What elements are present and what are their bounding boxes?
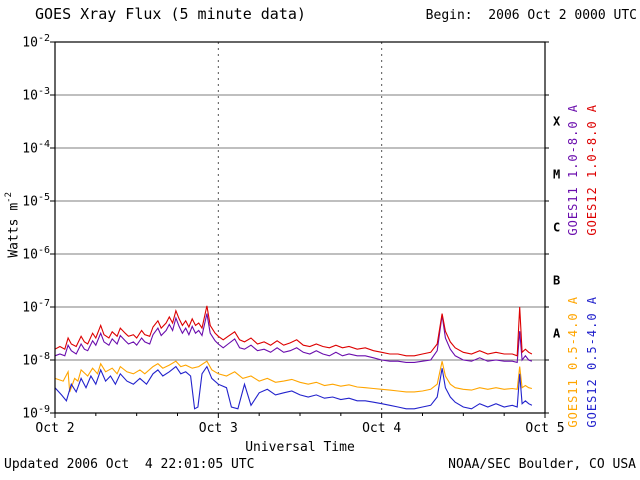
legend-goes12-long-label: GOES12 1.0-8.0 A xyxy=(585,104,599,236)
x-axis-tick-labels: Oct 2 Oct 3 Oct 4 Oct 5 xyxy=(35,421,564,436)
y-tick-label: 10-8 xyxy=(22,351,50,369)
flare-class-c: C xyxy=(553,221,560,235)
flare-class-b: B xyxy=(553,274,560,288)
x-tick-label: Oct 5 xyxy=(525,421,564,436)
y-tick-label: 10-9 xyxy=(22,404,50,422)
series-lines xyxy=(54,305,533,410)
legend-goes12-short-label: GOES12 0.5-4.0 A xyxy=(585,296,599,428)
plot-border xyxy=(54,41,546,414)
series-line-goes12-1-0-8-0-a xyxy=(54,305,533,357)
series-line-goes11-1-0-8-0-a xyxy=(54,313,533,364)
y-tick-label: 10-3 xyxy=(22,86,50,104)
flare-class-letters: X M C B A xyxy=(553,115,561,341)
x-tick-label: Oct 4 xyxy=(362,421,401,436)
chart-title: GOES Xray Flux (5 minute data) xyxy=(35,5,306,23)
flare-class-a: A xyxy=(553,327,561,341)
axis-ticks xyxy=(50,41,549,418)
y-tick-label: 10-6 xyxy=(22,245,50,263)
grid-lines xyxy=(55,42,545,413)
y-tick-label: 10-5 xyxy=(22,192,50,210)
y-tick-label: 10-7 xyxy=(22,298,50,316)
x-axis-title: Universal Time xyxy=(245,440,355,455)
legend-goes11-long-label: GOES11 1.0-8.0 A xyxy=(566,104,580,236)
x-tick-label: Oct 3 xyxy=(199,421,238,436)
updated-timestamp: Updated 2006 Oct 4 22:01:05 UTC xyxy=(4,457,255,472)
x-tick-label: Oct 2 xyxy=(35,421,74,436)
series-line-goes11-0-5-4-0-a xyxy=(54,360,533,393)
legend-goes11-short-label: GOES11 0.5-4.0 A xyxy=(566,296,580,428)
flare-class-m: M xyxy=(553,168,560,182)
y-tick-label: 10-2 xyxy=(22,33,50,51)
begin-time-label: Begin: 2006 Oct 2 0000 UTC xyxy=(425,8,637,23)
noaa-credit: NOAA/SEC Boulder, CO USA xyxy=(448,457,636,472)
y-tick-label: 10-4 xyxy=(22,139,50,157)
series-line-goes12-0-5-4-0-a xyxy=(54,365,533,410)
flare-class-x: X xyxy=(553,115,561,129)
